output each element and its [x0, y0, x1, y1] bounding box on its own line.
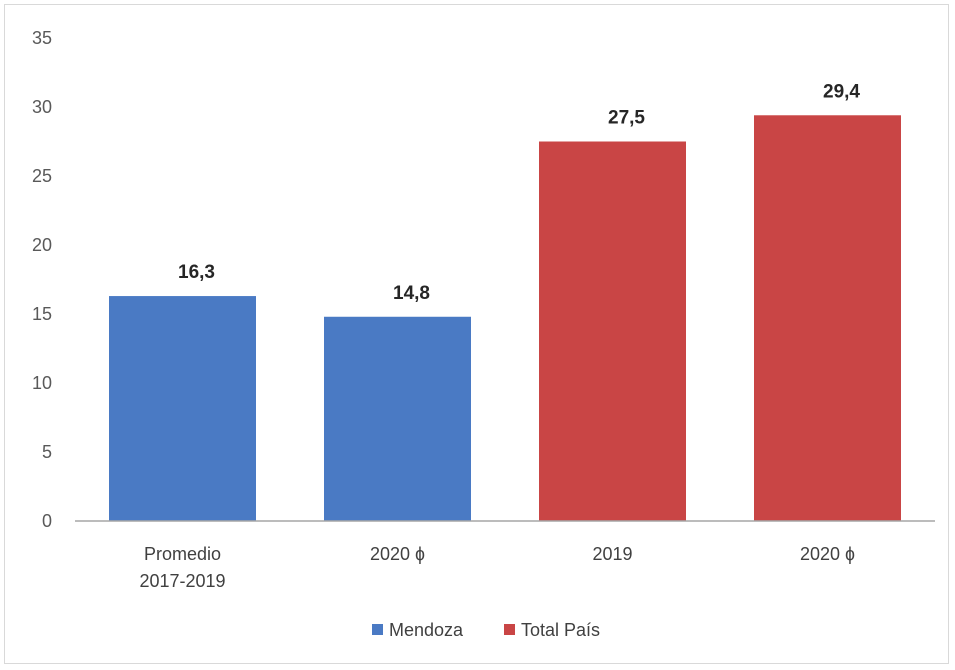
y-tick-label-4: 20: [32, 235, 52, 255]
y-tick-label-3: 15: [32, 304, 52, 324]
y-tick-label-5: 25: [32, 166, 52, 186]
category-label-3: 2020 ɸ: [800, 544, 855, 564]
bar-1: [324, 316, 471, 521]
data-label-0: 16,3: [178, 262, 215, 283]
data-label-3: 29,4: [823, 81, 860, 102]
y-axis-ticks: 0 5 10 15 20 25 30 35: [32, 28, 52, 531]
category-label-0: Promedio 2017-2019: [139, 544, 225, 591]
legend: Mendoza Total País: [372, 620, 600, 640]
y-tick-label-1: 5: [42, 442, 52, 462]
data-label-2: 27,5: [608, 108, 645, 129]
y-tick-label-2: 10: [32, 373, 52, 393]
legend-swatch-1: [504, 624, 515, 635]
legend-label-0: Mendoza: [389, 620, 464, 640]
category-label-1: 2020 ɸ: [370, 544, 425, 564]
data-label-1: 14,8: [393, 283, 430, 304]
legend-swatch-0: [372, 624, 383, 635]
data-labels: 16,3 14,8 27,5 29,4: [178, 81, 860, 303]
category-label-2: 2019: [592, 544, 632, 564]
bar-2: [539, 141, 686, 521]
bar-0: [109, 296, 256, 521]
y-tick-label-0: 0: [42, 511, 52, 531]
legend-label-1: Total País: [521, 620, 600, 640]
category-labels: Promedio 2017-2019 2020 ɸ 2019 2020 ɸ: [139, 544, 855, 591]
bars: [109, 115, 901, 521]
y-tick-label-7: 35: [32, 28, 52, 48]
bar-3: [754, 115, 901, 521]
y-tick-label-6: 30: [32, 97, 52, 117]
